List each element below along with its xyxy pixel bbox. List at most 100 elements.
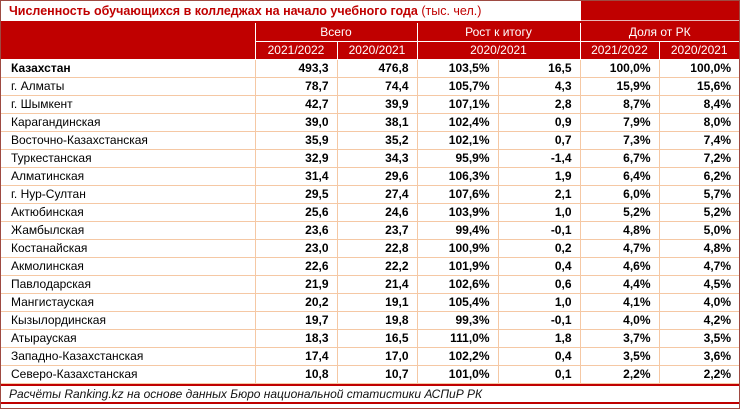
value-cell: 5,7% xyxy=(658,184,739,204)
value-cell: 15,6% xyxy=(658,76,739,96)
value-cell: 7,9% xyxy=(579,112,660,132)
table-row: Акмолинская 22,6 22,2 101,9% 0,4 4,6% 4,7% xyxy=(1,256,739,276)
region-name-cell: Павлодарская xyxy=(1,274,256,294)
value-cell: 74,4 xyxy=(336,76,418,96)
value-cell: 0,7 xyxy=(497,130,581,150)
value-cell: 3,6% xyxy=(658,346,739,366)
value-cell: 4,4% xyxy=(579,274,660,294)
value-cell: 1,9 xyxy=(497,166,581,186)
value-cell: 2,8 xyxy=(497,94,581,114)
value-cell: 7,4% xyxy=(658,130,739,150)
header-group-growth: Рост к итогу xyxy=(416,23,581,42)
value-cell: 39,9 xyxy=(336,94,418,114)
title-bar-filler xyxy=(581,1,739,21)
value-cell: 31,4 xyxy=(254,166,338,186)
value-cell: 107,6% xyxy=(416,184,499,204)
value-cell: 42,7 xyxy=(254,94,338,114)
value-cell: 17,4 xyxy=(254,346,338,366)
value-cell: 95,9% xyxy=(416,148,499,168)
value-cell: 22,8 xyxy=(336,238,418,258)
table-row: г. Шымкент 42,7 39,9 107,1% 2,8 8,7% 8,4% xyxy=(1,94,739,114)
page-title: Численность обучающихся в колледжах на н… xyxy=(1,1,581,21)
value-cell: -1,4 xyxy=(497,148,581,168)
group-header-row: Всего Рост к итогу Доля от РК xyxy=(1,23,739,60)
table-row: Кызылординская 19,7 19,8 99,3% -0,1 4,0% 4,2% xyxy=(1,310,739,330)
bottom-strip xyxy=(1,403,739,408)
region-name-cell: Кызылординская xyxy=(1,310,256,330)
value-cell: 21,9 xyxy=(254,274,338,294)
title-bar: Численность обучающихся в колледжах на н… xyxy=(1,1,739,21)
value-cell: 0,6 xyxy=(497,274,581,294)
table-header: Всего Рост к итогу Доля от РК 2021/2022 … xyxy=(1,23,739,60)
value-cell: 4,7% xyxy=(579,238,660,258)
title-divider xyxy=(1,21,739,23)
value-cell: 78,7 xyxy=(254,76,338,96)
region-name-cell: Алматинская xyxy=(1,166,256,186)
title-unit: (тыс. чел.) xyxy=(417,4,482,18)
region-name-cell: Восточно-Казахстанская xyxy=(1,130,256,150)
value-cell: 476,8 xyxy=(336,58,418,78)
table-body: Казахстан 493,3 476,8 103,5% 16,5 100,0% 100,0… xyxy=(1,58,739,384)
value-cell: 102,1% xyxy=(416,130,499,150)
value-cell: 10,8 xyxy=(254,364,338,384)
value-cell: 99,4% xyxy=(416,220,499,240)
table-row: Атырауская 18,3 16,5 111,0% 1,8 3,7% 3,5% xyxy=(1,328,739,348)
table-row: Восточно-Казахстанская 35,9 35,2 102,1% 0,7 7… xyxy=(1,130,739,150)
value-cell: 22,2 xyxy=(336,256,418,276)
value-cell: 35,2 xyxy=(336,130,418,150)
header-share-2021-2022: 2021/2022 xyxy=(579,41,660,60)
value-cell: 4,1% xyxy=(579,292,660,312)
table-row: г. Алматы 78,7 74,4 105,7% 4,3 15,9% 15,6% xyxy=(1,76,739,96)
region-name-cell: Атырауская xyxy=(1,328,256,348)
table-row: Северо-Казахстанская 10,8 10,7 101,0% 0,1 2,2… xyxy=(1,364,739,384)
region-name-cell: Мангистауская xyxy=(1,292,256,312)
value-cell: 6,2% xyxy=(658,166,739,186)
value-cell: 35,9 xyxy=(254,130,338,150)
value-cell: 103,9% xyxy=(416,202,499,222)
value-cell: 39,0 xyxy=(254,112,338,132)
value-cell: 0,2 xyxy=(497,238,581,258)
header-group-share: Доля от РК xyxy=(579,23,739,42)
value-cell: 5,2% xyxy=(579,202,660,222)
value-cell: 29,5 xyxy=(254,184,338,204)
value-cell: 4,7% xyxy=(658,256,739,276)
header-growth-2020-2021: 2020/2021 xyxy=(416,41,581,60)
value-cell: 3,7% xyxy=(579,328,660,348)
value-cell: 38,1 xyxy=(336,112,418,132)
value-cell: -0,1 xyxy=(497,220,581,240)
value-cell: 7,3% xyxy=(579,130,660,150)
value-cell: 8,4% xyxy=(658,94,739,114)
value-cell: 2,2% xyxy=(658,364,739,384)
table-row: Казахстан 493,3 476,8 103,5% 16,5 100,0% 100,0… xyxy=(1,58,739,78)
value-cell: 100,0% xyxy=(579,58,660,78)
value-cell: 6,0% xyxy=(579,184,660,204)
value-cell: 4,8% xyxy=(579,220,660,240)
header-group-total: Всего xyxy=(254,23,418,42)
title-main: Численность обучающихся в колледжах на н… xyxy=(9,4,418,18)
region-name-cell: Западно-Казахстанская xyxy=(1,346,256,366)
region-name-cell: Акмолинская xyxy=(1,256,256,276)
region-name-cell: г. Шымкент xyxy=(1,94,256,114)
value-cell: 1,8 xyxy=(497,328,581,348)
value-cell: 24,6 xyxy=(336,202,418,222)
value-cell: 3,5% xyxy=(658,328,739,348)
value-cell: 8,7% xyxy=(579,94,660,114)
table-row: г. Нур-Султан 29,5 27,4 107,6% 2,1 6,0% 5,7% xyxy=(1,184,739,204)
value-cell: 23,7 xyxy=(336,220,418,240)
value-cell: 10,7 xyxy=(336,364,418,384)
value-cell: 105,4% xyxy=(416,292,499,312)
value-cell: 32,9 xyxy=(254,148,338,168)
value-cell: 2,2% xyxy=(579,364,660,384)
value-cell: 111,0% xyxy=(416,328,499,348)
value-cell: 2,1 xyxy=(497,184,581,204)
value-cell: 0,4 xyxy=(497,256,581,276)
value-cell: 4,5% xyxy=(658,274,739,294)
value-cell: 16,5 xyxy=(497,58,581,78)
value-cell: 107,1% xyxy=(416,94,499,114)
value-cell: 27,4 xyxy=(336,184,418,204)
value-cell: 0,4 xyxy=(497,346,581,366)
value-cell: 19,1 xyxy=(336,292,418,312)
region-name-cell: г. Нур-Султан xyxy=(1,184,256,204)
value-cell: 4,0% xyxy=(658,292,739,312)
